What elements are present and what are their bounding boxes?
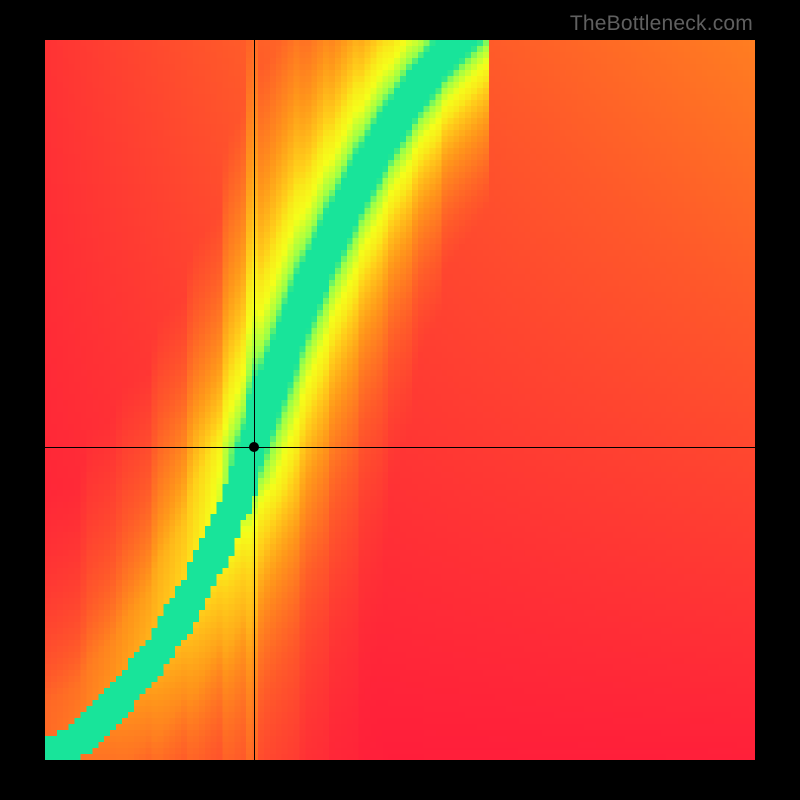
watermark-text: TheBottleneck.com [570,12,753,36]
crosshair-vertical [254,40,255,760]
bottleneck-heatmap [45,40,755,760]
crosshair-horizontal [45,447,755,448]
chart-container: TheBottleneck.com [0,0,800,800]
selected-point-marker [249,442,259,452]
